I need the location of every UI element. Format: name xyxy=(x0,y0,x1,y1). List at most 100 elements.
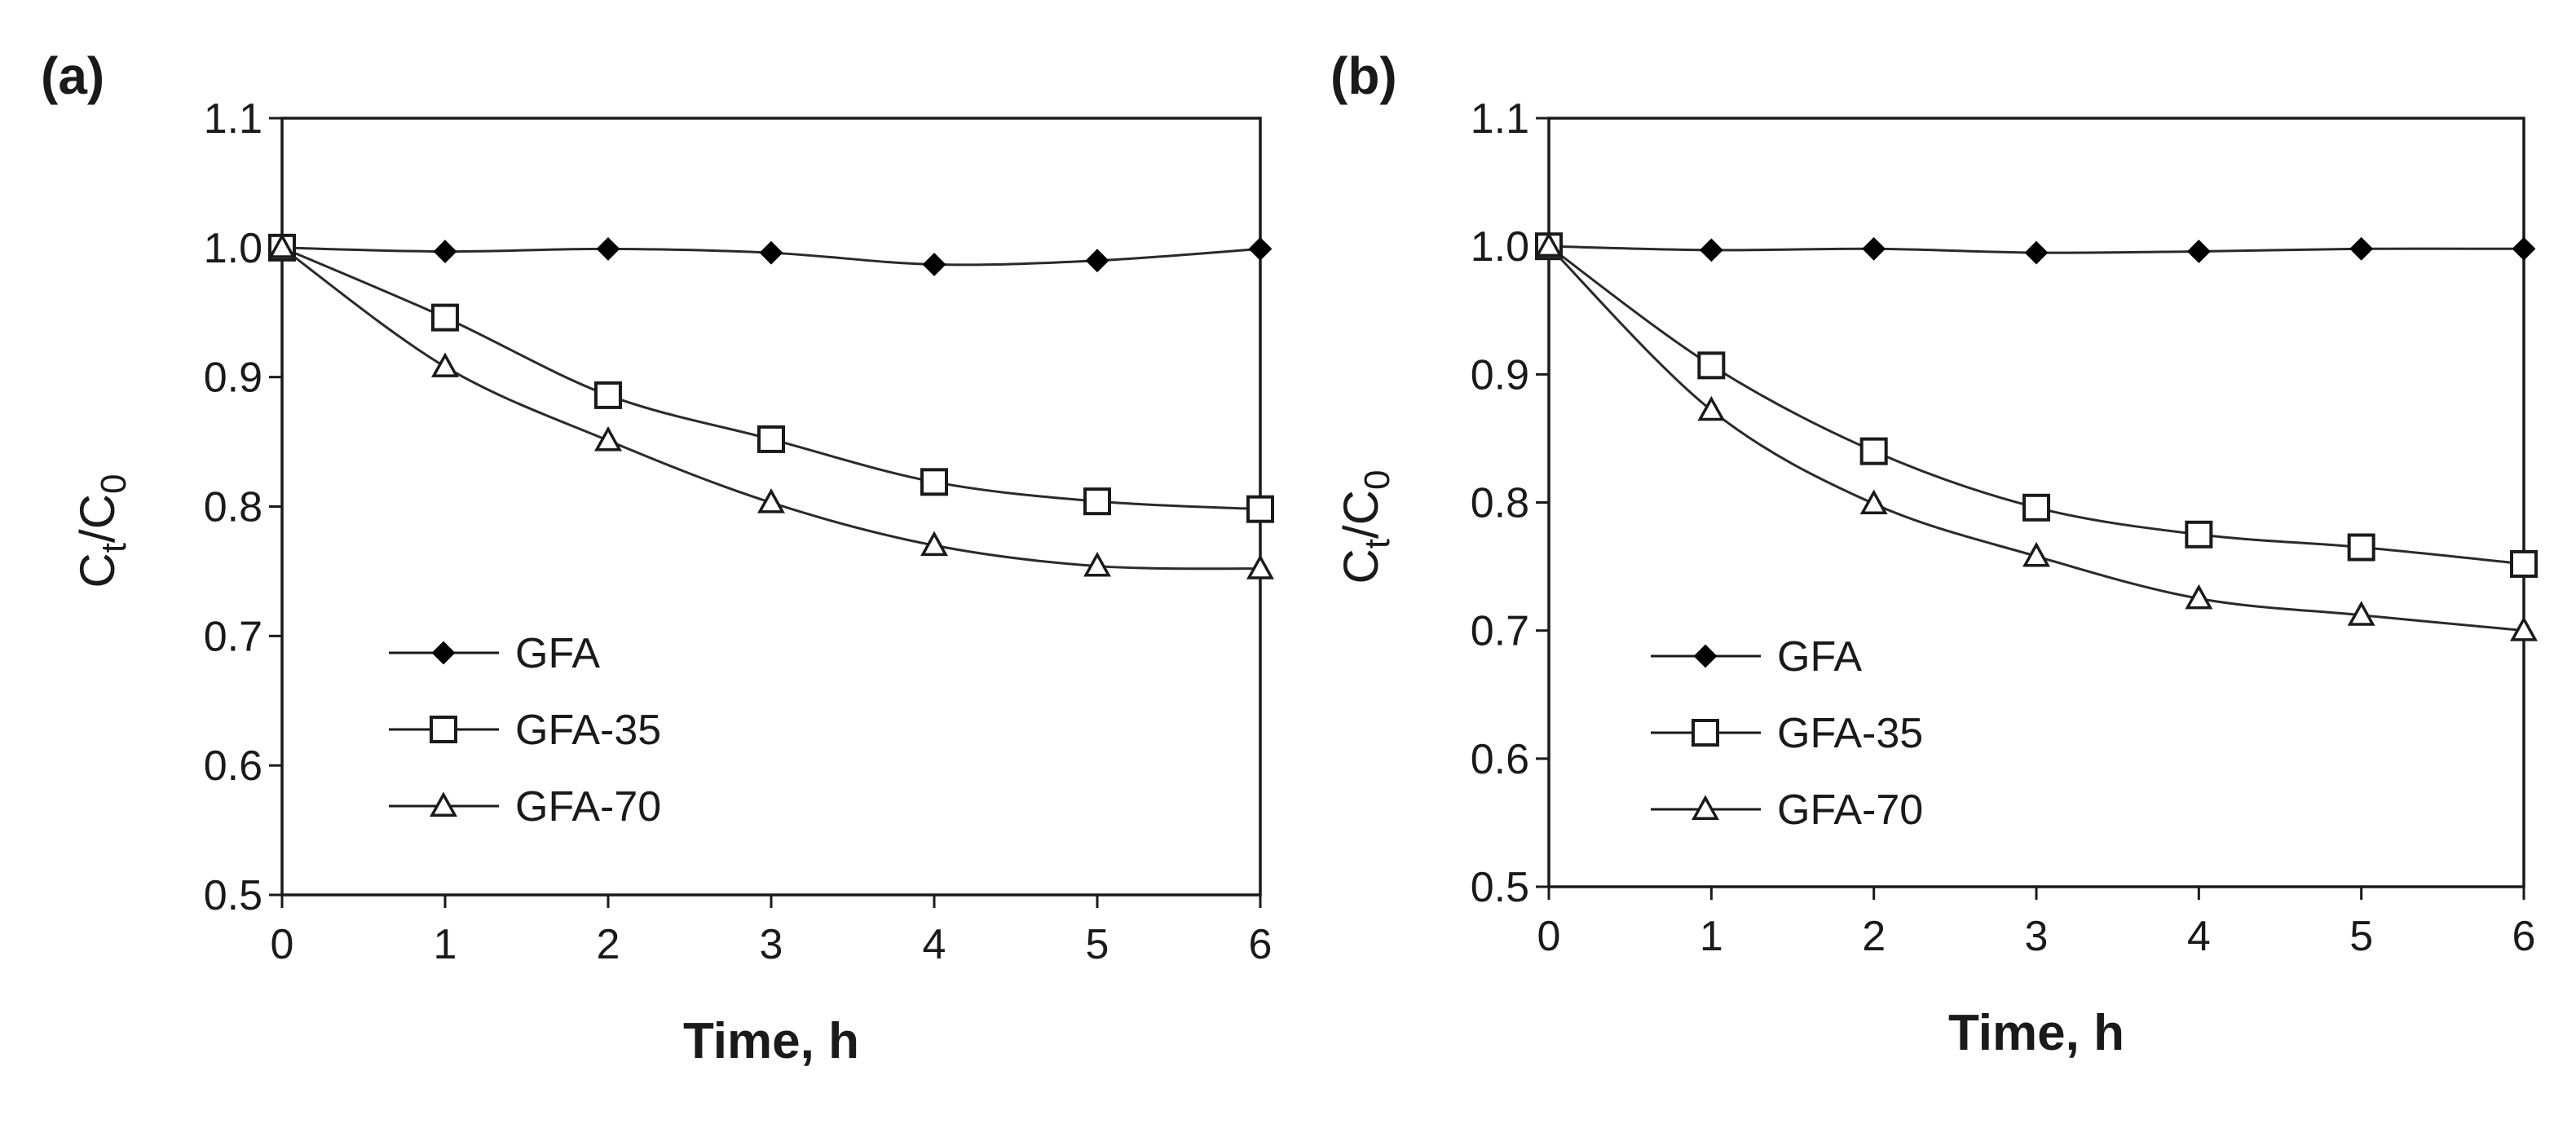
legend-marker xyxy=(1692,719,1719,747)
series-gfa-70 xyxy=(268,233,1274,579)
legend-entry: GFA xyxy=(1651,633,1862,681)
data-point xyxy=(2512,236,2536,261)
data-point xyxy=(2347,533,2375,562)
panel-label: (b) xyxy=(1330,46,1397,105)
data-point xyxy=(1699,238,1723,262)
y-tick-label: 0.7 xyxy=(204,613,262,660)
legend-label: GFA-70 xyxy=(1777,787,1923,834)
y-tick-label: 0.9 xyxy=(204,355,262,402)
x-axis-label: Time, h xyxy=(1948,1005,2124,1061)
chart-panel-b: (b) 0.5 0.6 0.7 0.8 0.9 1.0 1.1 0 1 2 3 4 5 6 Time, h Ct… xyxy=(1330,46,2538,1061)
legend-label: GFA-35 xyxy=(1777,710,1923,757)
x-tick-label: 1 xyxy=(1700,913,1723,960)
y-tick-label: 0.9 xyxy=(1471,351,1529,399)
data-point xyxy=(1083,487,1111,516)
x-tick-label: 2 xyxy=(597,921,620,968)
y-tick-label: 0.8 xyxy=(1471,480,1529,527)
data-point xyxy=(920,531,948,557)
legend-marker xyxy=(430,716,457,743)
x-tick-label: 2 xyxy=(1862,913,1886,960)
x-tick-label: 4 xyxy=(923,921,946,968)
legend-entry: GFA-35 xyxy=(1651,710,1923,757)
y-axis-label-main: C xyxy=(70,553,125,588)
data-point xyxy=(1859,437,1888,465)
series-gfa xyxy=(270,236,1273,276)
data-point xyxy=(594,425,622,452)
data-point xyxy=(1859,489,1888,515)
legend-marker xyxy=(1693,644,1718,668)
data-point xyxy=(2349,236,2374,261)
y-axis-label-sub: 0 xyxy=(1357,469,1397,489)
data-point xyxy=(1246,554,1274,579)
data-point xyxy=(2347,601,2375,626)
y-axis-label-sep: /C xyxy=(70,494,125,543)
data-point xyxy=(2022,493,2050,522)
data-point xyxy=(757,425,785,453)
legend-label: GFA xyxy=(515,630,600,677)
y-axis-label-sub: 0 xyxy=(94,474,134,493)
series-gfa-35 xyxy=(268,233,1274,523)
legend-entry: GFA-70 xyxy=(389,783,661,831)
x-tick-label: 1 xyxy=(434,921,457,968)
y-axis-label-sub: t xyxy=(94,543,134,553)
x-tick-label: 3 xyxy=(2025,913,2049,960)
x-tick-label: 3 xyxy=(760,921,783,968)
legend-label: GFA xyxy=(1777,633,1862,681)
y-axis-label: Ct/C0 xyxy=(70,474,134,588)
legend-label: GFA-70 xyxy=(515,783,661,831)
data-point xyxy=(596,237,620,261)
chart-panel-a: (a) 0.5 0.6 0.7 0.8 0.9 1.0 1.1 0 1 2 3 4 5 6 Time, h Ct… xyxy=(41,46,1274,1069)
x-tick-label: 0 xyxy=(1537,913,1561,960)
y-tick-label: 0.6 xyxy=(1471,736,1529,783)
legend-entry: GFA xyxy=(389,630,600,677)
series-line xyxy=(281,246,1261,571)
data-point xyxy=(1085,249,1109,273)
data-point xyxy=(433,240,457,264)
legend-marker xyxy=(430,791,457,817)
y-tick-label: 0.5 xyxy=(1471,864,1529,911)
panel-label: (a) xyxy=(41,46,104,105)
series-gfa xyxy=(1537,234,2536,265)
series-line xyxy=(1547,245,2525,632)
data-point xyxy=(2510,549,2538,578)
y-tick-label: 1.0 xyxy=(1471,223,1529,271)
data-point xyxy=(268,233,296,258)
y-axis-label-sep: /C xyxy=(1334,490,1388,539)
data-point xyxy=(922,253,946,276)
y-tick-label: 1.1 xyxy=(1471,95,1529,143)
x-tick-label: 4 xyxy=(2187,913,2211,960)
y-tick-label: 0.8 xyxy=(204,484,262,531)
data-point xyxy=(2186,240,2211,263)
y-axis-label-sub: t xyxy=(1357,539,1397,549)
data-point xyxy=(1697,351,1726,380)
y-tick-label: 0.5 xyxy=(204,872,262,919)
x-tick-label: 0 xyxy=(271,921,294,968)
data-point xyxy=(759,240,783,265)
series-line xyxy=(281,246,1261,511)
y-tick-label: 1.1 xyxy=(204,95,262,143)
legend-label: GFA-35 xyxy=(515,707,661,754)
data-point xyxy=(920,468,948,496)
x-tick-label: 5 xyxy=(1086,921,1109,968)
data-point xyxy=(594,381,622,409)
y-tick-label: 0.6 xyxy=(204,742,262,790)
data-point xyxy=(2510,616,2538,641)
series-gfa-70 xyxy=(1535,231,2538,641)
y-axis-label: Ct/C0 xyxy=(1334,469,1397,584)
y-axis-label-main: C xyxy=(1334,549,1388,584)
data-point xyxy=(1248,237,1273,261)
data-point xyxy=(2185,584,2213,610)
x-tick-label: 6 xyxy=(2512,913,2536,960)
series-gfa-35 xyxy=(1535,232,2538,578)
x-axis-label: Time, h xyxy=(683,1013,859,1069)
data-point xyxy=(2185,520,2213,549)
legend-entry: GFA-35 xyxy=(389,707,661,754)
data-point xyxy=(1246,495,1274,523)
data-point xyxy=(757,488,785,513)
data-point xyxy=(1535,231,1563,258)
data-point xyxy=(431,352,459,377)
data-point xyxy=(1697,395,1726,421)
x-tick-label: 6 xyxy=(1249,921,1273,968)
data-point xyxy=(2024,240,2049,265)
